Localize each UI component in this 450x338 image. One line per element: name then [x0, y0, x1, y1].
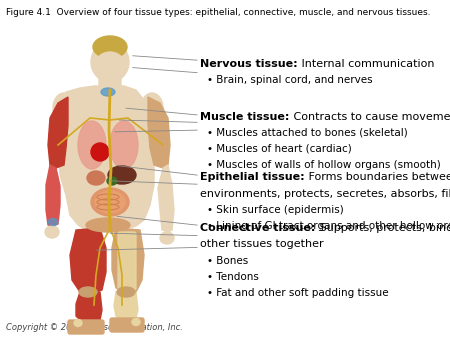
- Polygon shape: [48, 97, 68, 168]
- Text: • Lining of GI tract organs and other hollow organs: • Lining of GI tract organs and other ho…: [207, 221, 450, 231]
- Ellipse shape: [110, 121, 138, 169]
- FancyBboxPatch shape: [68, 320, 104, 334]
- Polygon shape: [76, 292, 102, 324]
- Text: Connective tissue:: Connective tissue:: [200, 223, 315, 233]
- Ellipse shape: [87, 171, 105, 185]
- Polygon shape: [158, 165, 174, 232]
- FancyBboxPatch shape: [118, 232, 136, 290]
- Ellipse shape: [95, 52, 125, 80]
- Ellipse shape: [48, 218, 58, 225]
- Polygon shape: [148, 97, 170, 168]
- Ellipse shape: [132, 318, 140, 325]
- Text: • Skin surface (epidermis): • Skin surface (epidermis): [207, 205, 344, 215]
- Polygon shape: [114, 292, 138, 322]
- Text: Copyright © 2010 Pearson Education, Inc.: Copyright © 2010 Pearson Education, Inc.: [6, 323, 183, 332]
- Text: Contracts to cause movement: Contracts to cause movement: [290, 112, 450, 122]
- Ellipse shape: [108, 166, 136, 184]
- Polygon shape: [58, 86, 154, 230]
- Ellipse shape: [78, 121, 106, 169]
- Text: • Muscles attached to bones (skeletal): • Muscles attached to bones (skeletal): [207, 128, 408, 138]
- Text: Internal communication: Internal communication: [298, 59, 434, 69]
- Text: environments, protects, secretes, absorbs, filters: environments, protects, secretes, absorb…: [200, 189, 450, 199]
- Ellipse shape: [91, 188, 129, 216]
- FancyBboxPatch shape: [110, 318, 144, 332]
- Ellipse shape: [91, 42, 129, 82]
- FancyBboxPatch shape: [99, 78, 121, 95]
- Text: • Muscles of heart (cardiac): • Muscles of heart (cardiac): [207, 144, 352, 154]
- Polygon shape: [46, 165, 60, 226]
- Text: • Fat and other soft padding tissue: • Fat and other soft padding tissue: [207, 288, 389, 298]
- Ellipse shape: [160, 232, 174, 244]
- Ellipse shape: [45, 226, 59, 238]
- Text: Forms boundaries between different: Forms boundaries between different: [305, 172, 450, 183]
- Text: other tissues together: other tissues together: [200, 239, 324, 249]
- Text: Supports, protects, binds: Supports, protects, binds: [315, 223, 450, 233]
- Ellipse shape: [117, 287, 135, 297]
- Text: Muscle tissue:: Muscle tissue:: [200, 112, 290, 122]
- Text: • Tendons: • Tendons: [207, 272, 259, 282]
- Ellipse shape: [93, 36, 127, 58]
- Ellipse shape: [74, 319, 82, 327]
- Text: Nervous tissue:: Nervous tissue:: [200, 59, 298, 69]
- Ellipse shape: [141, 93, 163, 123]
- Ellipse shape: [95, 191, 125, 213]
- Text: Epithelial tissue:: Epithelial tissue:: [200, 172, 305, 183]
- Ellipse shape: [91, 143, 109, 161]
- Text: • Bones: • Bones: [207, 256, 248, 266]
- Text: • Muscles of walls of hollow organs (smooth): • Muscles of walls of hollow organs (smo…: [207, 160, 441, 170]
- Ellipse shape: [53, 93, 75, 123]
- Ellipse shape: [86, 218, 130, 232]
- Ellipse shape: [79, 287, 97, 297]
- Text: Figure 4.1  Overview of four tissue types: epithelial, connective, muscle, and n: Figure 4.1 Overview of four tissue types…: [6, 8, 431, 17]
- Polygon shape: [112, 228, 144, 292]
- Text: • Brain, spinal cord, and nerves: • Brain, spinal cord, and nerves: [207, 75, 373, 86]
- Polygon shape: [70, 228, 106, 293]
- Ellipse shape: [107, 177, 117, 185]
- Ellipse shape: [101, 88, 115, 96]
